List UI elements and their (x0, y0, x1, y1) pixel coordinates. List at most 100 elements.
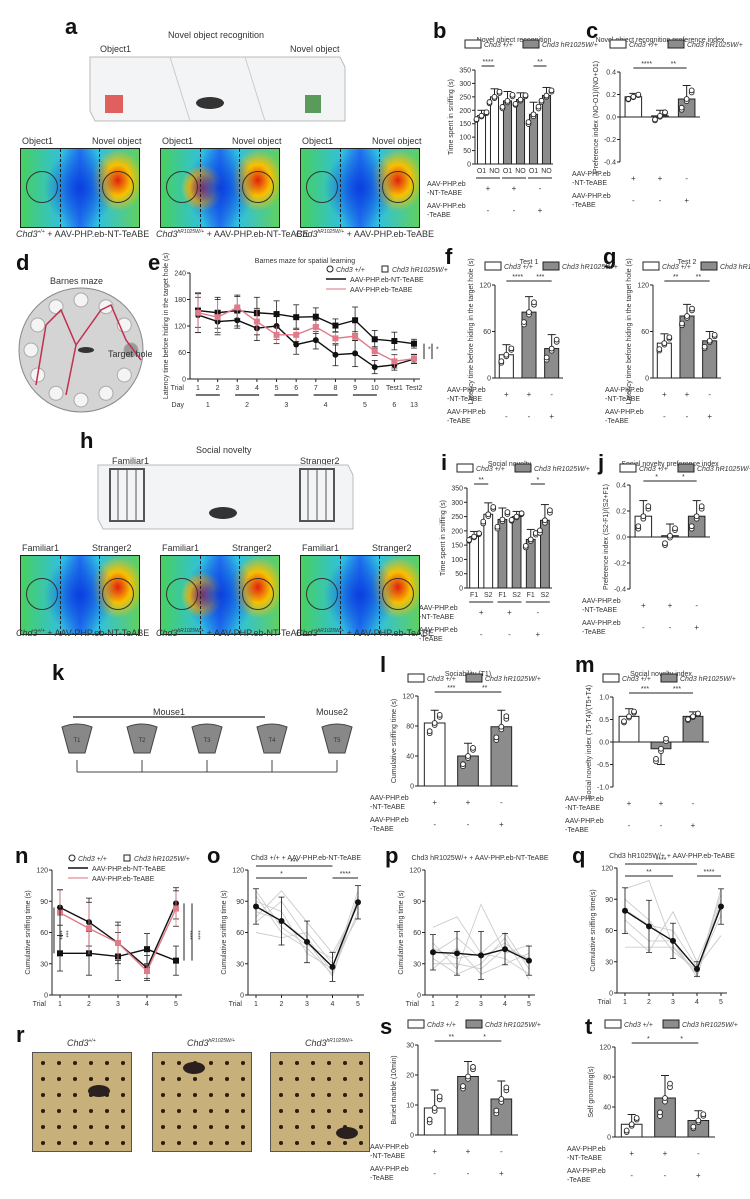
y-axis-label: Time spent in sniffing (s) (440, 500, 447, 576)
x-tick-label: 8 (334, 385, 338, 392)
x-tick-label: NO (515, 168, 526, 175)
data-point (293, 331, 300, 338)
data-point (547, 507, 553, 514)
legend-swatch-mut (662, 1019, 680, 1029)
data-point (688, 523, 695, 530)
data-point (329, 963, 336, 970)
significance-label: *** (641, 686, 649, 693)
data-point (431, 1105, 438, 1111)
legend-marker-square (381, 265, 389, 273)
data-point (478, 112, 485, 119)
heatmap (20, 148, 140, 228)
legend-label-mut: Chd3 hR1025W/+ (485, 676, 541, 683)
legend-label-wt: Chd3 +/+ (622, 676, 651, 683)
data-point (436, 1093, 443, 1100)
bar (489, 96, 500, 165)
treatment-sign: + (507, 608, 512, 617)
data-point (701, 343, 708, 350)
legend-label-wt: Chd3 +/+ (484, 42, 513, 49)
trial-label: T5 (333, 738, 341, 744)
mouse2-label: Mouse2 (316, 707, 349, 717)
y-tick-label: 120 (637, 283, 649, 290)
data-point (278, 918, 285, 925)
day-label: 5 (363, 402, 367, 409)
y-tick-label: 200 (451, 528, 463, 535)
treatment-row2-label: -TeABE (565, 827, 589, 834)
x-tick-label: 2 (87, 1001, 91, 1008)
data-point (115, 939, 121, 946)
mouse1-label: Mouse1 (153, 707, 186, 717)
data-point (352, 350, 359, 357)
y-tick-label: 60 (641, 329, 649, 336)
data-point (522, 542, 529, 549)
treatment-sign: + (479, 608, 484, 617)
data-point (688, 87, 695, 94)
treatment-row2-label: AAV-PHP.eb (572, 193, 611, 200)
x-tick-label: 10 (371, 385, 379, 392)
bar (476, 115, 487, 165)
treatment-sign: - (505, 412, 508, 421)
data-point (499, 104, 506, 110)
data-point (411, 340, 417, 347)
treatment-sign: - (692, 799, 695, 808)
data-point (685, 716, 691, 723)
significance-label: * (536, 477, 539, 484)
data-point (493, 734, 500, 741)
x-tick-label: NO (541, 168, 552, 175)
legend-label-mut: Chd3 hR1025W/+ (542, 42, 598, 49)
trial-label: T1 (73, 738, 81, 744)
significance-label: **** (56, 930, 62, 940)
heatmap (160, 555, 280, 635)
y-tick-label: 150 (451, 543, 463, 550)
treatment-sign: - (550, 390, 553, 399)
data-point (436, 711, 443, 718)
heatmap-left-label: Familiar1 (22, 543, 60, 553)
significance-label: *** (290, 859, 298, 866)
panel-letter-c: c (586, 18, 599, 43)
data-point (454, 950, 460, 957)
data-point (312, 337, 319, 344)
treatment-row1-label: -NT-TeABE (370, 1153, 405, 1160)
y-axis-label: Preference index (NO-O1)/(NO+O1) (593, 61, 600, 173)
social-novelty-arena-schematic (97, 464, 354, 530)
bar (469, 536, 479, 589)
panel-letter-f: f (445, 244, 453, 269)
x-tick-label: S2 (484, 592, 493, 599)
maze-hole-icon (48, 299, 64, 315)
x-tick-label: 3 (479, 1001, 483, 1008)
chart-title: Social novelty preference index (621, 461, 719, 468)
significance-label: * (680, 1036, 683, 1043)
y-axis-label: Cumulative sniffing time(s) (590, 889, 597, 971)
y-tick-label: 40 (603, 1105, 611, 1112)
panel-letter-m: m (575, 652, 595, 677)
legend-label-wt: Chd3 +/+ (629, 42, 658, 49)
y-tick-label: 150 (459, 121, 471, 128)
y-tick-label: 80 (406, 724, 414, 731)
data-point (371, 364, 378, 371)
treatment-row1-label: -NT-TeABE (427, 190, 462, 197)
data-point (548, 345, 555, 352)
treatment-row1-label: AAV-PHP.eb (370, 795, 409, 802)
treatment-sign: + (668, 601, 673, 610)
data-point (526, 309, 532, 315)
y-tick-label: 90 (40, 899, 48, 906)
treatment-row1-label: -NT-TeABE (567, 1155, 602, 1162)
significance-label: ** (478, 477, 484, 484)
data-point (711, 331, 718, 338)
y-axis-label: Cumulative sniffing time (s) (391, 699, 398, 783)
data-point (234, 304, 241, 311)
y-tick-label: 0 (410, 1133, 414, 1140)
significance-label: ** (673, 274, 679, 281)
heatmap-left-label: Familiar1 (162, 543, 200, 553)
y-tick-label: 0 (240, 993, 244, 1000)
legend-g: Chd3 +/+ Chd3 hR1025W/+ (642, 261, 750, 271)
data-point (631, 708, 637, 715)
legend-label-mut: Chd3 hR1025W/+ (682, 1022, 738, 1029)
data-point (662, 540, 668, 547)
legend-swatch-mut (465, 673, 483, 683)
maze-hole-icon (48, 385, 64, 401)
x-tick-label: 4 (503, 1001, 507, 1008)
treatment-sign: + (629, 1149, 634, 1158)
treatment-sign: - (467, 1169, 470, 1178)
data-point (622, 907, 628, 914)
